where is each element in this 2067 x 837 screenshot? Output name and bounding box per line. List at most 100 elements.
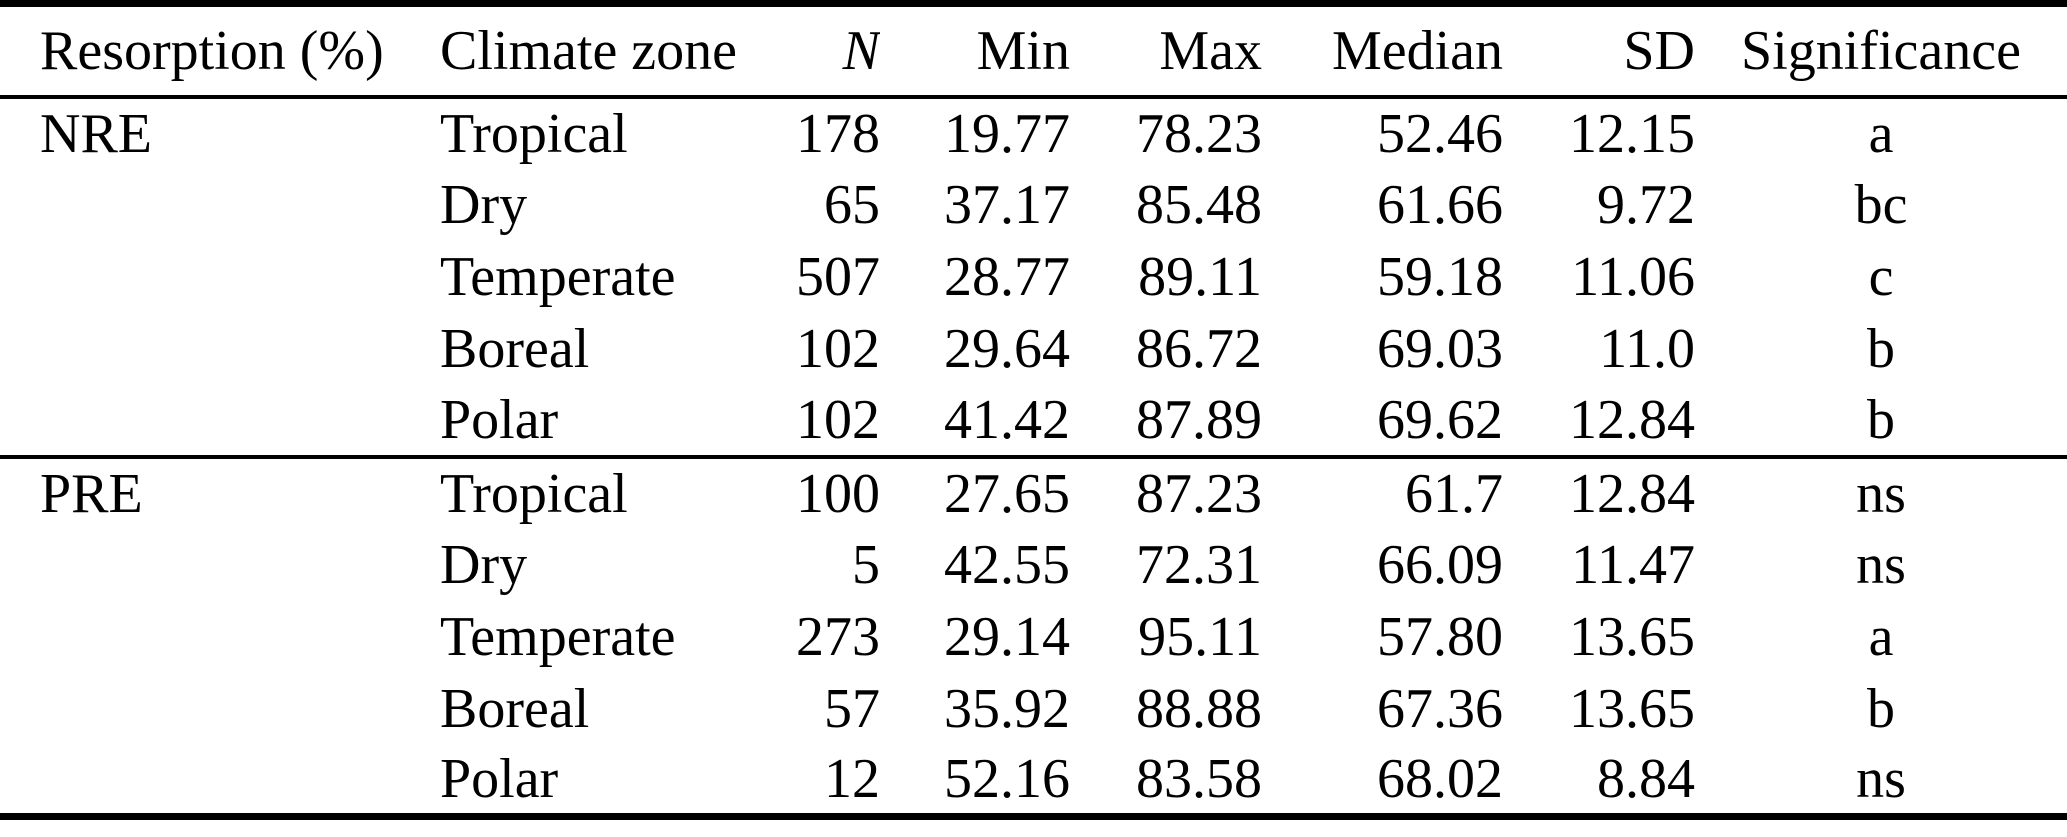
cell-min: 37.17 [944, 173, 1070, 236]
cell-sd: 13.65 [1569, 605, 1695, 668]
cell-sd: 11.06 [1571, 245, 1695, 308]
cell-significance: ns [1856, 747, 1906, 810]
cell-significance: b [1695, 384, 2067, 459]
cell-sd: 12.84 [1569, 462, 1695, 525]
resorption-group-label [0, 745, 430, 817]
cell-sd: 12.15 [1569, 102, 1695, 165]
cell-median: 59.18 [1377, 245, 1503, 308]
resorption-group-label: PRE [40, 462, 143, 525]
cell-n: 12 [824, 747, 880, 810]
cell-min: 29.64 [944, 317, 1070, 380]
cell-climate-zone: Polar [440, 747, 559, 810]
cell-n: 273 [796, 605, 880, 668]
cell-max: 78.23 [1136, 102, 1262, 165]
cell-climate-zone: Dry [440, 173, 528, 236]
cell-climate-zone: Temperate [440, 245, 676, 308]
cell-n: 178 [796, 102, 880, 165]
table-row: Temperate 507 28.77 89.11 59.18 11.06 c [0, 241, 2067, 313]
resorption-group-label [0, 601, 430, 673]
cell-climate-zone: Tropical [440, 462, 628, 525]
col-header-climate-zone: Climate zone [430, 3, 740, 99]
cell-max: 85.48 [1136, 173, 1262, 236]
cell-n: 57 [824, 677, 880, 740]
cell-max: 83.58 [1136, 747, 1262, 810]
cell-sd: 13.65 [1569, 677, 1695, 740]
cell-min: 28.77 [944, 245, 1070, 308]
resorption-group-label [0, 169, 430, 241]
cell-median: 61.7 [1405, 462, 1503, 525]
cell-n: 102 [740, 384, 880, 459]
cell-median: 68.02 [1377, 747, 1503, 810]
cell-min: 19.77 [944, 102, 1070, 165]
table-row: Polar 102 41.42 87.89 69.62 12.84 b [0, 384, 2067, 459]
cell-significance: c [1868, 245, 1894, 308]
cell-min: 41.42 [880, 384, 1070, 459]
resorption-statistics-table: Resorption (%) Climate zone N Min Max Me… [0, 0, 2067, 820]
cell-n: 100 [796, 462, 880, 525]
resorption-group-label [0, 529, 430, 601]
resorption-group-label [0, 313, 430, 385]
col-header-n: N [740, 3, 880, 99]
cell-n: 5 [852, 533, 880, 596]
cell-climate-zone: Temperate [440, 605, 676, 668]
table-row: Polar 12 52.16 83.58 68.02 8.84 ns [0, 745, 2067, 817]
cell-median: 57.80 [1377, 605, 1503, 668]
cell-max: 89.11 [1138, 245, 1262, 308]
cell-climate-zone: Boreal [440, 317, 590, 380]
group-pre: PRE Tropical 100 27.65 87.23 61.7 12.84 … [0, 457, 2067, 817]
cell-sd: 8.84 [1597, 747, 1695, 810]
cell-sd: 11.47 [1571, 533, 1695, 596]
cell-n: 102 [796, 317, 880, 380]
cell-climate-zone: Boreal [440, 677, 590, 740]
cell-n: 65 [824, 173, 880, 236]
cell-significance: ns [1856, 462, 1906, 525]
group-nre: NRE Tropical 178 19.77 78.23 52.46 12.15… [0, 97, 2067, 459]
cell-significance: a [1868, 102, 1894, 165]
cell-median: 66.09 [1377, 533, 1503, 596]
resorption-group-label: NRE [40, 102, 152, 165]
col-header-sd: SD [1503, 3, 1695, 99]
cell-max: 95.11 [1138, 605, 1262, 668]
cell-median: 67.36 [1377, 677, 1503, 740]
col-header-median: Median [1262, 3, 1503, 99]
cell-n: 507 [796, 245, 880, 308]
header-row: Resorption (%) Climate zone N Min Max Me… [0, 3, 2067, 99]
cell-significance: ns [1856, 533, 1906, 596]
table-row: Dry 65 37.17 85.48 61.66 9.72 bc [0, 169, 2067, 241]
cell-median: 69.03 [1377, 317, 1503, 380]
cell-min: 27.65 [944, 462, 1070, 525]
cell-min: 52.16 [944, 747, 1070, 810]
table-row: Boreal 57 35.92 88.88 67.36 13.65 b [0, 673, 2067, 745]
cell-climate-zone: Polar [430, 384, 740, 459]
table-header: Resorption (%) Climate zone N Min Max Me… [0, 3, 2067, 99]
table-row: Boreal 102 29.64 86.72 69.03 11.0 b [0, 313, 2067, 385]
cell-max: 88.88 [1136, 677, 1262, 740]
resorption-group-label [0, 241, 430, 313]
cell-min: 42.55 [944, 533, 1070, 596]
col-header-resorption: Resorption (%) [0, 3, 430, 99]
cell-sd: 9.72 [1597, 173, 1695, 236]
cell-median: 61.66 [1377, 173, 1503, 236]
cell-min: 35.92 [944, 677, 1070, 740]
resorption-group-label [0, 384, 430, 459]
cell-significance: b [1867, 317, 1895, 380]
cell-median: 69.62 [1262, 384, 1503, 459]
cell-sd: 12.84 [1503, 384, 1695, 459]
table-row: PRE Tropical 100 27.65 87.23 61.7 12.84 … [0, 457, 2067, 529]
cell-climate-zone: Dry [440, 533, 528, 596]
cell-median: 52.46 [1377, 102, 1503, 165]
cell-sd: 11.0 [1599, 317, 1695, 380]
cell-max: 86.72 [1136, 317, 1262, 380]
cell-min: 29.14 [944, 605, 1070, 668]
table-row: Dry 5 42.55 72.31 66.09 11.47 ns [0, 529, 2067, 601]
cell-significance: b [1867, 677, 1895, 740]
col-header-max: Max [1070, 3, 1262, 99]
table-row: NRE Tropical 178 19.77 78.23 52.46 12.15… [0, 97, 2067, 169]
table-row: Temperate 273 29.14 95.11 57.80 13.65 a [0, 601, 2067, 673]
col-header-significance: Significance [1695, 3, 2067, 99]
cell-climate-zone: Tropical [440, 102, 628, 165]
resorption-group-label [0, 673, 430, 745]
cell-max: 87.23 [1136, 462, 1262, 525]
cell-significance: bc [1854, 173, 1908, 236]
col-header-min: Min [880, 3, 1070, 99]
